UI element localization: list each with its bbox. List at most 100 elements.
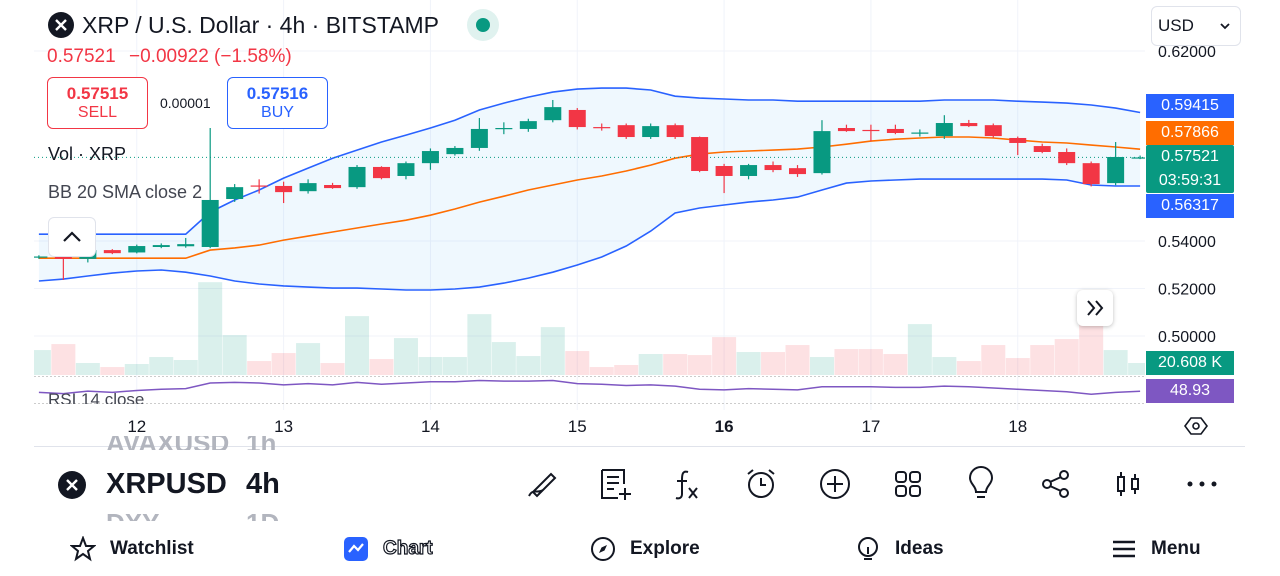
buy-button[interactable]: 0.57516 BUY: [227, 77, 328, 129]
settings-icon[interactable]: [1184, 417, 1208, 435]
y-tick-label: 0.50000: [1158, 329, 1216, 346]
candle-body: [935, 123, 953, 137]
nav-watchlist[interactable]: Watchlist: [70, 536, 194, 562]
add-tool[interactable]: [817, 466, 853, 502]
x-tick-label: 12: [127, 417, 146, 436]
candle-body: [593, 127, 611, 129]
candle-body: [250, 185, 268, 187]
volume-bar: [296, 343, 321, 375]
volume-bar: [271, 353, 296, 375]
symbol[interactable]: XRPUSD: [106, 468, 227, 500]
nav-menu[interactable]: Menu: [1111, 536, 1201, 562]
bar-countdown: 03:59:31: [1158, 172, 1222, 189]
draw-tool[interactable]: [523, 466, 559, 502]
bb-legend[interactable]: BB 20 SMA close 2: [48, 182, 203, 202]
volume-legend[interactable]: Vol · XRP: [48, 144, 127, 164]
candle-body: [568, 109, 586, 128]
prev-interval-name: 1h: [246, 436, 276, 450]
volume-bar: [565, 351, 590, 375]
nav-chart[interactable]: Chart: [343, 536, 433, 562]
prev-symbol-name: AVAXUSD: [106, 436, 229, 450]
candle-body: [1058, 151, 1076, 164]
next-interval[interactable]: 1D: [246, 508, 279, 521]
market-status[interactable]: [467, 9, 499, 41]
indicators-tool[interactable]: [670, 466, 706, 502]
notes-tool[interactable]: [598, 466, 634, 502]
layout-tool[interactable]: [890, 466, 926, 502]
y-tick-label: 0.52000: [1158, 282, 1216, 299]
volume-bar: [149, 357, 174, 375]
candle-body: [275, 185, 293, 193]
volume-bar: [345, 316, 370, 375]
bb-upper-label: 0.59415: [1146, 94, 1234, 118]
x-tick-label: 14: [421, 417, 440, 436]
candle-body: [642, 126, 660, 138]
last-price: 0.57521: [47, 46, 116, 67]
chart-type-tool[interactable]: [1111, 466, 1147, 502]
volume-bar: [1128, 363, 1145, 375]
volume-bar: [1054, 339, 1079, 375]
rsi-label: 48.93: [1146, 379, 1234, 403]
compass-icon: [591, 537, 615, 561]
candle-body: [519, 121, 537, 129]
volume-bar: [320, 363, 345, 375]
volume-bar: [100, 367, 125, 375]
x-tick-label: 15: [568, 417, 587, 436]
candle-body: [960, 123, 978, 127]
last-price-label: 0.57521 03:59:31: [1146, 145, 1234, 193]
candle-body: [324, 185, 342, 189]
nav-label: Ideas: [895, 538, 944, 559]
share-tool[interactable]: [1038, 466, 1074, 502]
rsi-line: [38, 379, 1141, 396]
volume-bar: [1030, 345, 1055, 375]
idea-tool[interactable]: [963, 466, 999, 502]
more-tool[interactable]: [1184, 466, 1220, 502]
candle-body: [152, 245, 170, 247]
candle-body: [177, 244, 195, 247]
candle-body: [691, 137, 709, 171]
nav-explore[interactable]: Explore: [590, 536, 700, 562]
sell-button[interactable]: 0.57515 SELL: [47, 77, 148, 129]
bb-basis-label: 0.57866: [1146, 121, 1234, 145]
volume-bar: [393, 338, 418, 375]
dropdown-arrow: [1220, 23, 1230, 30]
candle-body: [299, 183, 317, 192]
volume-bar: [491, 342, 516, 375]
star-icon: [70, 536, 96, 562]
candle-body: [201, 199, 219, 247]
volume-bar: [1079, 322, 1104, 375]
y-tick-label: 0.54000: [1158, 234, 1216, 251]
nav-ideas[interactable]: Ideas: [855, 536, 944, 562]
volume-bar: [785, 345, 810, 375]
nav-label: Watchlist: [110, 538, 194, 559]
symbol-title: XRP / U.S. Dollar · 4h · BITSTAMP: [82, 12, 440, 38]
symbol-logo: [58, 471, 86, 499]
sell-price: 0.57515: [66, 84, 129, 103]
collapse-legend[interactable]: [48, 217, 96, 257]
menu-icon: [1113, 540, 1135, 558]
candle-body: [617, 125, 635, 138]
x-tick-label: 13: [274, 417, 293, 436]
candle-body: [348, 166, 366, 188]
prev-symbol[interactable]: AVAXUSD: [106, 436, 229, 450]
sell-label: SELL: [77, 104, 118, 121]
alert-tool[interactable]: [743, 466, 779, 502]
currency: USD: [1158, 16, 1194, 35]
interval[interactable]: 4h: [246, 468, 280, 500]
volume-bar: [907, 324, 932, 375]
volume-bar: [687, 355, 712, 375]
next-symbol[interactable]: DXY: [106, 508, 159, 521]
bb-upper: [38, 87, 1141, 235]
rsi-legend[interactable]: RSI 14 close: [48, 390, 145, 404]
volume-bar: [369, 359, 394, 375]
volume-bar: [222, 335, 247, 375]
scroll-to-latest[interactable]: [1077, 290, 1113, 326]
prev-interval[interactable]: 1h: [246, 436, 276, 450]
volume-bar: [34, 350, 51, 375]
volume-bar: [442, 357, 467, 375]
volume-bar: [956, 361, 981, 375]
volume-bar: [883, 354, 908, 375]
candle-body: [226, 187, 244, 200]
currency-select[interactable]: USD: [1151, 6, 1241, 46]
